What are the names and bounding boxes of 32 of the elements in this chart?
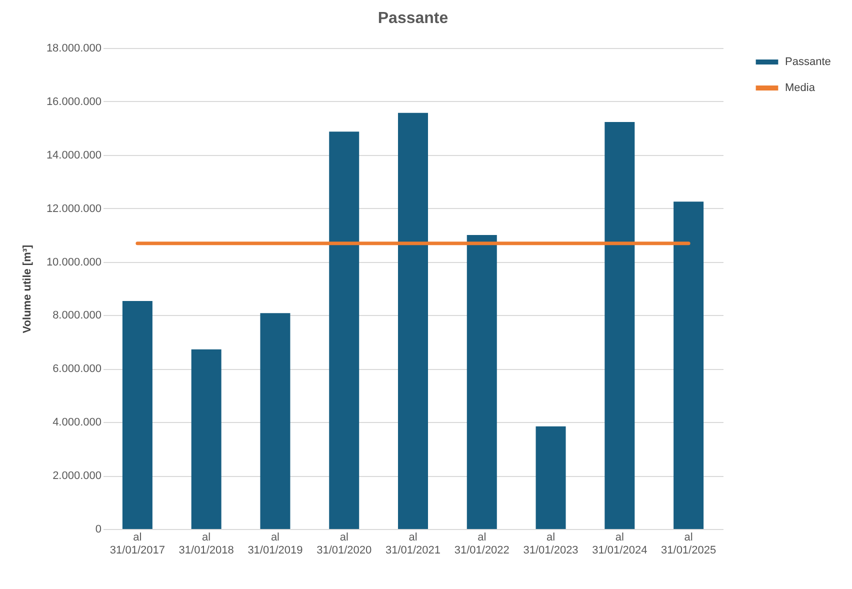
y-axis-title: Volume utile [m³] bbox=[21, 244, 34, 334]
bar bbox=[122, 301, 152, 529]
x-tick-label: al 31/01/2024 bbox=[592, 532, 648, 556]
y-tick-label: 10.000.000 bbox=[46, 256, 102, 268]
bar bbox=[536, 426, 566, 529]
y-tick-label: 4.000.000 bbox=[52, 416, 102, 429]
bar bbox=[329, 132, 360, 529]
bar bbox=[191, 349, 222, 529]
x-tick-label: al 31/01/2022 bbox=[454, 532, 510, 556]
legend-label: Passante bbox=[785, 56, 831, 68]
y-tick-label: 12.000.000 bbox=[46, 202, 102, 215]
x-tick-label: al 31/01/2017 bbox=[110, 532, 165, 556]
y-tick-label: 14.000.000 bbox=[46, 149, 102, 162]
y-tick-label: 0 bbox=[95, 524, 102, 536]
bar bbox=[466, 235, 497, 529]
y-tick-label: 16.000.000 bbox=[46, 96, 102, 108]
y-tick-label: 2.000.000 bbox=[52, 470, 102, 482]
x-tick-label: al 31/01/2018 bbox=[178, 532, 234, 556]
x-tick-label: al 31/01/2023 bbox=[523, 532, 578, 556]
bar bbox=[604, 122, 635, 529]
bar bbox=[674, 202, 704, 529]
x-tick-label: al 31/01/2019 bbox=[248, 532, 303, 556]
y-tick-label: 6.000.000 bbox=[52, 363, 102, 376]
bar bbox=[260, 313, 290, 529]
y-tick-label: 18.000.000 bbox=[46, 42, 102, 54]
bar bbox=[398, 112, 428, 529]
x-tick-label: al 31/01/2025 bbox=[661, 532, 716, 556]
y-tick-label: 8.000.000 bbox=[52, 310, 102, 322]
chart-title: Passante bbox=[378, 10, 448, 27]
x-tick-label: al 31/01/2020 bbox=[316, 532, 372, 556]
x-tick-label: al 31/01/2021 bbox=[385, 532, 441, 556]
legend-label: Media bbox=[785, 82, 816, 94]
